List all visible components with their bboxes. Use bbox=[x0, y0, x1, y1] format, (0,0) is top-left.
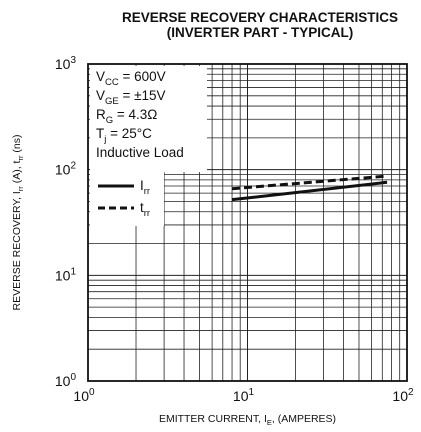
chart-subtitle: (INVERTER PART - TYPICAL) bbox=[166, 25, 354, 40]
legend-condition: Inductive Load bbox=[96, 145, 184, 160]
legend-entry: Irr bbox=[140, 178, 150, 197]
legend-condition: VCC = 600V bbox=[96, 69, 166, 88]
legend-condition: VGE = ±15V bbox=[96, 88, 166, 107]
chart-title: REVERSE RECOVERY CHARACTERISTICS bbox=[121, 10, 399, 25]
series-irr-line bbox=[231, 180, 388, 202]
x-tick-label: 102 bbox=[392, 387, 414, 404]
y-tick-label: 101 bbox=[55, 266, 77, 283]
plot-frame bbox=[87, 63, 408, 382]
y-tick-label: 100 bbox=[55, 372, 77, 389]
x-tick-label: 101 bbox=[233, 387, 255, 404]
y-axis-label: REVERSE RECOVERY, Irr (A), trr (ns) bbox=[11, 135, 25, 311]
grid-lines bbox=[88, 64, 407, 381]
y-tick-label: 102 bbox=[55, 161, 77, 178]
legend-condition: Tj = 25°C bbox=[96, 126, 152, 145]
y-tick-label: 103 bbox=[55, 55, 77, 72]
x-axis-label: EMITTER CURRENT, IE, (AMPERES) bbox=[159, 413, 336, 427]
legend-condition: RG = 4.3Ω bbox=[96, 107, 157, 126]
series-trr-line bbox=[231, 174, 388, 191]
x-tick-label: 100 bbox=[73, 387, 95, 404]
legend-entry: trr bbox=[140, 200, 150, 219]
